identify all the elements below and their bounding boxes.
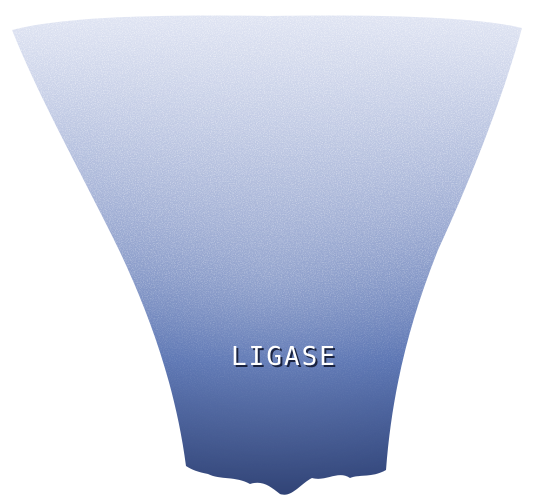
funnel-label: LIGASE xyxy=(231,342,337,372)
funnel-label-shadow: LIGASE xyxy=(233,344,339,374)
